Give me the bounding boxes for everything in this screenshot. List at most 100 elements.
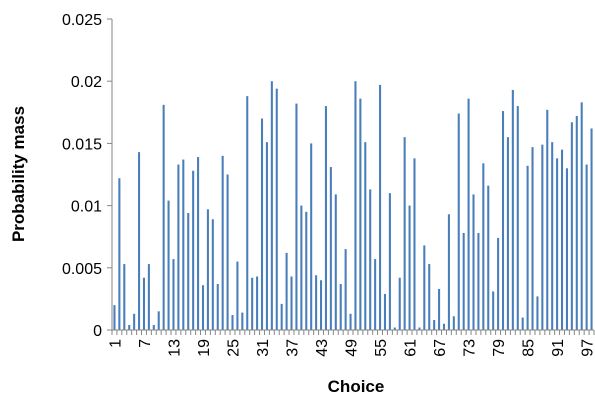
bar-choice-89 bbox=[546, 109, 549, 330]
x-tick-label: 55 bbox=[373, 339, 390, 357]
bar-choice-91 bbox=[556, 158, 559, 330]
bar-choice-36 bbox=[285, 252, 288, 330]
bar-choice-94 bbox=[570, 122, 573, 330]
bar-choice-69 bbox=[447, 214, 450, 330]
bar-choice-55 bbox=[379, 84, 382, 331]
bar-choice-51 bbox=[359, 98, 362, 331]
bar-choice-76 bbox=[482, 163, 485, 330]
bar-choice-43 bbox=[320, 280, 323, 330]
bar-choice-39 bbox=[300, 205, 303, 330]
y-tick-label: 0.025 bbox=[62, 12, 102, 29]
bar-choice-78 bbox=[492, 291, 495, 330]
bar-choice-14 bbox=[177, 164, 180, 330]
bar-choice-26 bbox=[236, 261, 239, 330]
bar-choice-92 bbox=[561, 149, 564, 330]
bar-choice-33 bbox=[270, 81, 273, 330]
bars bbox=[113, 81, 593, 331]
y-tick-label: 0.015 bbox=[62, 136, 102, 153]
bar-choice-4 bbox=[128, 325, 131, 330]
x-axis-title: Choice bbox=[328, 377, 385, 396]
bar-choice-60 bbox=[403, 137, 406, 330]
bar-choice-57 bbox=[388, 193, 391, 330]
bar-choice-35 bbox=[280, 303, 283, 330]
bar-choice-54 bbox=[374, 259, 377, 330]
bar-choice-15 bbox=[182, 159, 185, 330]
bar-choice-7 bbox=[142, 277, 146, 330]
x-tick-label: 85 bbox=[521, 339, 538, 357]
bar-choice-27 bbox=[241, 312, 244, 330]
bar-choice-86 bbox=[531, 147, 534, 330]
bar-choice-41 bbox=[310, 143, 313, 330]
bar-choice-82 bbox=[511, 89, 514, 330]
bar-choice-9 bbox=[152, 325, 155, 330]
x-tick-label: 31 bbox=[255, 339, 272, 357]
bar-choice-80 bbox=[501, 111, 505, 330]
bar-choice-95 bbox=[575, 116, 578, 330]
bar-choice-23 bbox=[221, 155, 224, 330]
bar-choice-68 bbox=[442, 323, 446, 330]
bar-choice-42 bbox=[315, 275, 318, 330]
bar-choice-59 bbox=[398, 277, 401, 330]
bar-choice-70 bbox=[452, 316, 455, 330]
bar-choice-13 bbox=[172, 259, 175, 330]
bar-choice-31 bbox=[260, 118, 264, 331]
x-tick-label: 79 bbox=[491, 339, 508, 357]
bar-choice-28 bbox=[246, 96, 249, 330]
y-axis-ticks: 0 0.005 0.01 0.015 0.02 0.025 bbox=[62, 12, 112, 340]
bar-choice-19 bbox=[201, 285, 205, 330]
bar-choice-1 bbox=[113, 305, 116, 330]
bar-choice-5 bbox=[133, 313, 136, 330]
bar-choice-47 bbox=[339, 283, 342, 330]
bar-choice-34 bbox=[275, 88, 278, 330]
y-tick-label: 0 bbox=[93, 323, 102, 340]
bar-choice-20 bbox=[206, 209, 209, 330]
y-tick-label: 0.005 bbox=[62, 261, 102, 278]
bar-choice-64 bbox=[423, 245, 426, 330]
bar-choice-32 bbox=[265, 142, 268, 330]
x-tick-label: 37 bbox=[285, 339, 302, 357]
bar-choice-96 bbox=[580, 102, 583, 330]
bar-choice-10 bbox=[157, 311, 160, 330]
x-tick-label: 19 bbox=[196, 339, 213, 357]
bar-choice-25 bbox=[231, 315, 234, 330]
bar-choice-72 bbox=[462, 232, 465, 330]
bar-choice-16 bbox=[187, 213, 190, 330]
x-tick-label: 97 bbox=[580, 339, 595, 357]
bar-choice-30 bbox=[256, 276, 259, 330]
bar-choice-84 bbox=[521, 317, 524, 330]
bar-choice-53 bbox=[369, 189, 372, 330]
bar-choice-48 bbox=[344, 249, 347, 330]
x-tick-label: 61 bbox=[403, 339, 420, 357]
bar-choice-24 bbox=[226, 174, 229, 330]
bar-choice-17 bbox=[192, 170, 195, 330]
bar-choice-79 bbox=[497, 237, 500, 330]
x-tick-label: 73 bbox=[462, 339, 479, 357]
bar-choice-6 bbox=[138, 152, 141, 330]
bar-choice-75 bbox=[477, 232, 480, 330]
bar-choice-98 bbox=[590, 128, 593, 330]
bar-choice-63 bbox=[418, 327, 421, 330]
bar-choice-29 bbox=[251, 277, 254, 330]
bar-choice-77 bbox=[487, 185, 490, 330]
bar-choice-37 bbox=[290, 276, 293, 330]
bar-choice-93 bbox=[565, 168, 568, 330]
bar-choice-67 bbox=[438, 288, 441, 330]
bar-choice-8 bbox=[147, 264, 150, 330]
bar-choice-90 bbox=[551, 142, 554, 330]
bar-choice-74 bbox=[472, 194, 475, 330]
bar-choice-88 bbox=[541, 144, 544, 330]
bar-choice-50 bbox=[354, 81, 357, 330]
bar-choice-44 bbox=[324, 106, 327, 330]
bar-choice-21 bbox=[211, 219, 214, 330]
bar-choice-52 bbox=[364, 142, 367, 330]
bar-choice-85 bbox=[526, 165, 529, 330]
x-tick-label: 91 bbox=[550, 339, 567, 357]
bar-choice-65 bbox=[428, 264, 431, 330]
y-tick-label: 0.02 bbox=[71, 74, 102, 91]
y-axis-title: Probability mass bbox=[9, 106, 28, 242]
bar-choice-87 bbox=[536, 296, 539, 330]
x-tick-label: 67 bbox=[432, 339, 449, 357]
bar-choice-46 bbox=[334, 194, 337, 330]
bar-choice-2 bbox=[118, 178, 121, 330]
